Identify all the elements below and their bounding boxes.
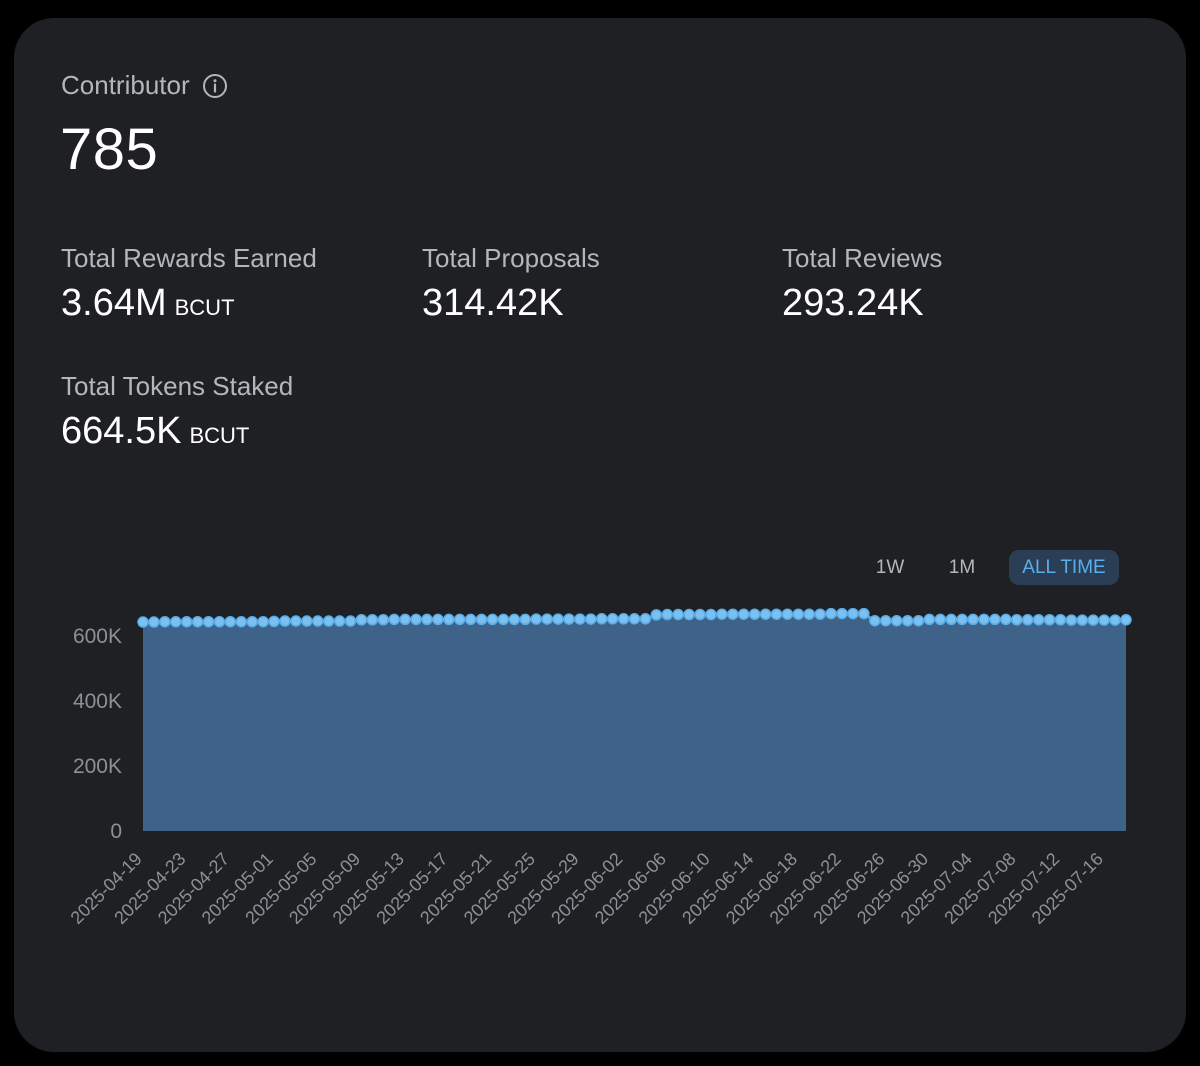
data-point (651, 610, 661, 620)
data-point (367, 615, 377, 625)
data-point (640, 614, 650, 624)
data-point (662, 610, 672, 620)
data-point (531, 614, 541, 624)
data-point (728, 609, 738, 619)
data-point (924, 614, 934, 624)
data-point (346, 616, 356, 626)
data-point (138, 617, 148, 627)
data-point (903, 616, 913, 626)
data-point (291, 616, 301, 626)
data-point (204, 617, 214, 627)
data-point (1001, 614, 1011, 624)
data-point (946, 614, 956, 624)
data-point (466, 614, 476, 624)
data-point (619, 614, 629, 624)
data-point (433, 614, 443, 624)
data-point (837, 609, 847, 619)
data-point (968, 614, 978, 624)
data-point (913, 616, 923, 626)
staked-tokens-area-chart: 0200K400K600K2025-04-192025-04-232025-04… (0, 0, 1200, 1066)
data-point (859, 609, 869, 619)
data-point (149, 617, 159, 627)
data-point (225, 617, 235, 627)
data-point (815, 609, 825, 619)
data-point (356, 615, 366, 625)
data-point (236, 617, 246, 627)
data-point (160, 617, 170, 627)
data-point (673, 610, 683, 620)
data-point (750, 609, 760, 619)
data-point (542, 614, 552, 624)
data-point (313, 616, 323, 626)
data-point (509, 614, 519, 624)
data-point (378, 615, 388, 625)
data-point (1023, 615, 1033, 625)
area-fill (143, 614, 1126, 831)
data-point (400, 614, 410, 624)
data-point (804, 609, 814, 619)
data-point (739, 609, 749, 619)
y-tick-label: 200K (73, 755, 122, 778)
data-point (575, 614, 585, 624)
data-point (935, 614, 945, 624)
data-point (182, 617, 192, 627)
data-point (957, 614, 967, 624)
data-point (1055, 615, 1065, 625)
data-point (335, 616, 345, 626)
data-point (870, 616, 880, 626)
data-point (302, 616, 312, 626)
data-point (597, 614, 607, 624)
data-point (892, 616, 902, 626)
data-point (793, 609, 803, 619)
data-point (990, 614, 1000, 624)
data-point (848, 609, 858, 619)
data-point (488, 614, 498, 624)
data-point (782, 609, 792, 619)
data-point (422, 614, 432, 624)
data-point (608, 614, 618, 624)
data-point (881, 616, 891, 626)
data-point (695, 610, 705, 620)
data-point (389, 614, 399, 624)
data-point (706, 610, 716, 620)
data-point (171, 617, 181, 627)
data-point (520, 614, 530, 624)
data-point (214, 617, 224, 627)
data-point (761, 609, 771, 619)
data-point (477, 614, 487, 624)
data-point (444, 614, 454, 624)
data-point (586, 614, 596, 624)
data-point (630, 614, 640, 624)
y-tick-label: 0 (110, 820, 122, 843)
y-tick-label: 400K (73, 690, 122, 713)
data-point (1045, 615, 1055, 625)
data-point (1012, 615, 1022, 625)
data-point (411, 614, 421, 624)
data-point (979, 614, 989, 624)
data-point (684, 610, 694, 620)
data-point (1066, 615, 1076, 625)
data-point (826, 609, 836, 619)
data-point (280, 616, 290, 626)
data-point (1077, 615, 1087, 625)
data-point (455, 614, 465, 624)
data-point (247, 617, 257, 627)
data-point (553, 614, 563, 624)
data-point (193, 617, 203, 627)
data-point (258, 617, 268, 627)
data-point (1034, 615, 1044, 625)
data-point (498, 614, 508, 624)
y-tick-label: 600K (73, 625, 122, 648)
data-point (269, 616, 279, 626)
data-point (1110, 615, 1120, 625)
data-point (564, 614, 574, 624)
data-point (717, 609, 727, 619)
data-point (1099, 615, 1109, 625)
data-point (1121, 615, 1131, 625)
data-point (324, 616, 334, 626)
data-point (1088, 615, 1098, 625)
data-point (771, 609, 781, 619)
